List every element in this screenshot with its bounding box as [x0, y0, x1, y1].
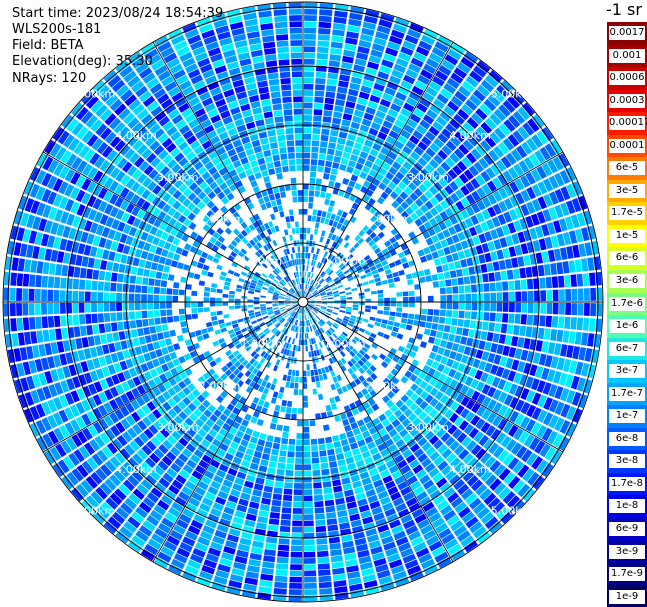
device-label: WLS200s-181 [12, 22, 102, 37]
colorbar-swatch: 0.0003 [607, 89, 647, 113]
colorbar-swatch: 1e-5 [607, 224, 647, 248]
range-label: 5.00km [491, 505, 533, 518]
colorbar-tick-label: 1.7e-5 [609, 206, 645, 221]
colorbar-tick-label: 1e-8 [609, 499, 645, 514]
colorbar-tick-label: 1.7e-8 [609, 476, 645, 491]
range-label: 4.00km [449, 129, 491, 142]
azimuth-spoke [302, 41, 454, 303]
colorbar-tick-label: 0.0001 [609, 138, 645, 153]
lidar-center-marker [297, 296, 309, 308]
colorbar-tick-label: 0.0017 [609, 26, 645, 40]
range-label: 1.00km [324, 254, 366, 267]
colorbar-unit-label: -1 sr [606, 0, 642, 19]
colorbar-tick-label: 3e-7 [609, 364, 645, 379]
colorbar-swatch: 0.0017 [607, 22, 647, 45]
azimuth-spoke [302, 151, 564, 303]
colorbar-swatch: 1.7e-9 [607, 563, 647, 586]
colorbar-tick-label: 1e-5 [609, 228, 645, 243]
colorbar-swatch: 1e-9 [607, 585, 647, 607]
colorbar-tick-label: 0.0003 [609, 93, 645, 108]
range-label: 5.00km [491, 87, 533, 100]
range-label: 5.00km [74, 505, 116, 518]
range-label: 3.00km [157, 421, 199, 434]
colorbar-tick-label: 0.001 [609, 48, 645, 63]
colorbar-swatch: 1e-7 [607, 405, 647, 428]
ppi-grid [2, 1, 604, 603]
range-label: 1.00km [241, 338, 283, 351]
range-label: 2.00km [366, 379, 408, 392]
colorbar-swatch: 0.0006 [607, 67, 647, 90]
nrays-label: NRays: 120 [12, 71, 87, 86]
elevation-label: Elevation(deg): 35.30 [12, 54, 153, 69]
range-label: 5.00km [74, 87, 116, 100]
colorbar-tick-label: 6e-7 [609, 341, 645, 356]
colorbar-swatch: 3e-8 [607, 450, 647, 473]
field-label: Field: BETA [12, 38, 84, 53]
colorbar-swatch: 1.7e-6 [607, 292, 647, 316]
colorbar-tick-label: 3e-5 [609, 183, 645, 198]
colorbar-swatch: 6e-5 [607, 157, 647, 180]
colorbar-tick-label: 1e-6 [609, 319, 645, 334]
range-labels: 1.00km 1.00km 1.00km 1.00km 2.00km 2.00km 2.00… [74, 87, 533, 517]
colorbar-tick-label: 0.00017 [609, 116, 647, 131]
azimuth-spoke [302, 301, 454, 563]
colorbar-swatch: 3e-9 [607, 540, 647, 564]
colorbar-tick-label: 1e-9 [609, 589, 645, 604]
azimuth-spoke [152, 301, 304, 563]
colorbar: 0.0017 0.001 0.0006 0.0003 0.00017 0.0001 6e-5… [607, 22, 647, 607]
range-label: 2.00km [366, 213, 408, 226]
start-time-label: Start time: 2023/08/24 18:54:39 [12, 6, 224, 21]
range-label: 4.00km [115, 463, 157, 476]
colorbar-swatch: 6e-7 [607, 337, 647, 361]
range-label: 2.00km [199, 213, 241, 226]
range-label: 4.00km [449, 463, 491, 476]
colorbar-swatch: 6e-8 [607, 427, 647, 451]
range-label: 4.00km [115, 129, 157, 142]
colorbar-swatch: 1.7e-7 [607, 382, 647, 406]
colorbar-tick-label: 1.7e-7 [609, 386, 645, 401]
colorbar-swatch: 3e-6 [607, 270, 647, 293]
colorbar-tick-label: 1e-7 [609, 409, 645, 424]
colorbar-swatch: 3e-5 [607, 179, 647, 203]
colorbar-tick-label: 3e-6 [609, 274, 645, 289]
colorbar-swatch: 1e-6 [607, 315, 647, 338]
azimuth-spoke [302, 301, 564, 453]
range-label: 2.00km [199, 379, 241, 392]
colorbar-tick-label: 1.7e-6 [609, 296, 645, 311]
colorbar-tick-label: 3e-8 [609, 454, 645, 469]
colorbar-tick-label: 6e-8 [609, 431, 645, 446]
colorbar-swatch: 6e-6 [607, 247, 647, 271]
colorbar-tick-label: 0.0006 [609, 71, 645, 86]
range-label: 3.00km [157, 171, 199, 184]
azimuth-spoke [152, 41, 304, 303]
azimuth-spoke [42, 301, 304, 453]
colorbar-tick-label: 6e-6 [609, 251, 645, 266]
colorbar-tick-label: 6e-5 [609, 161, 645, 176]
colorbar-tick-label: 6e-9 [609, 522, 645, 537]
colorbar-swatch: 0.00017 [607, 112, 647, 135]
colorbar-tick-label: 3e-9 [609, 544, 645, 559]
colorbar-swatch: 1.7e-5 [607, 202, 647, 225]
colorbar-swatch: 1e-8 [607, 495, 647, 519]
range-label: 1.00km [324, 338, 366, 351]
colorbar-swatch: 0.001 [607, 44, 647, 68]
colorbar-swatch: 0.0001 [607, 134, 647, 158]
azimuth-spoke [42, 151, 304, 303]
range-label: 3.00km [407, 171, 449, 184]
range-label: 3.00km [407, 421, 449, 434]
colorbar-swatch: 6e-9 [607, 518, 647, 541]
colorbar-swatch: 3e-7 [607, 360, 647, 383]
colorbar-swatch: 1.7e-8 [607, 472, 647, 496]
range-label: 1.00km [241, 254, 283, 267]
colorbar-tick-label: 1.7e-9 [609, 567, 645, 582]
